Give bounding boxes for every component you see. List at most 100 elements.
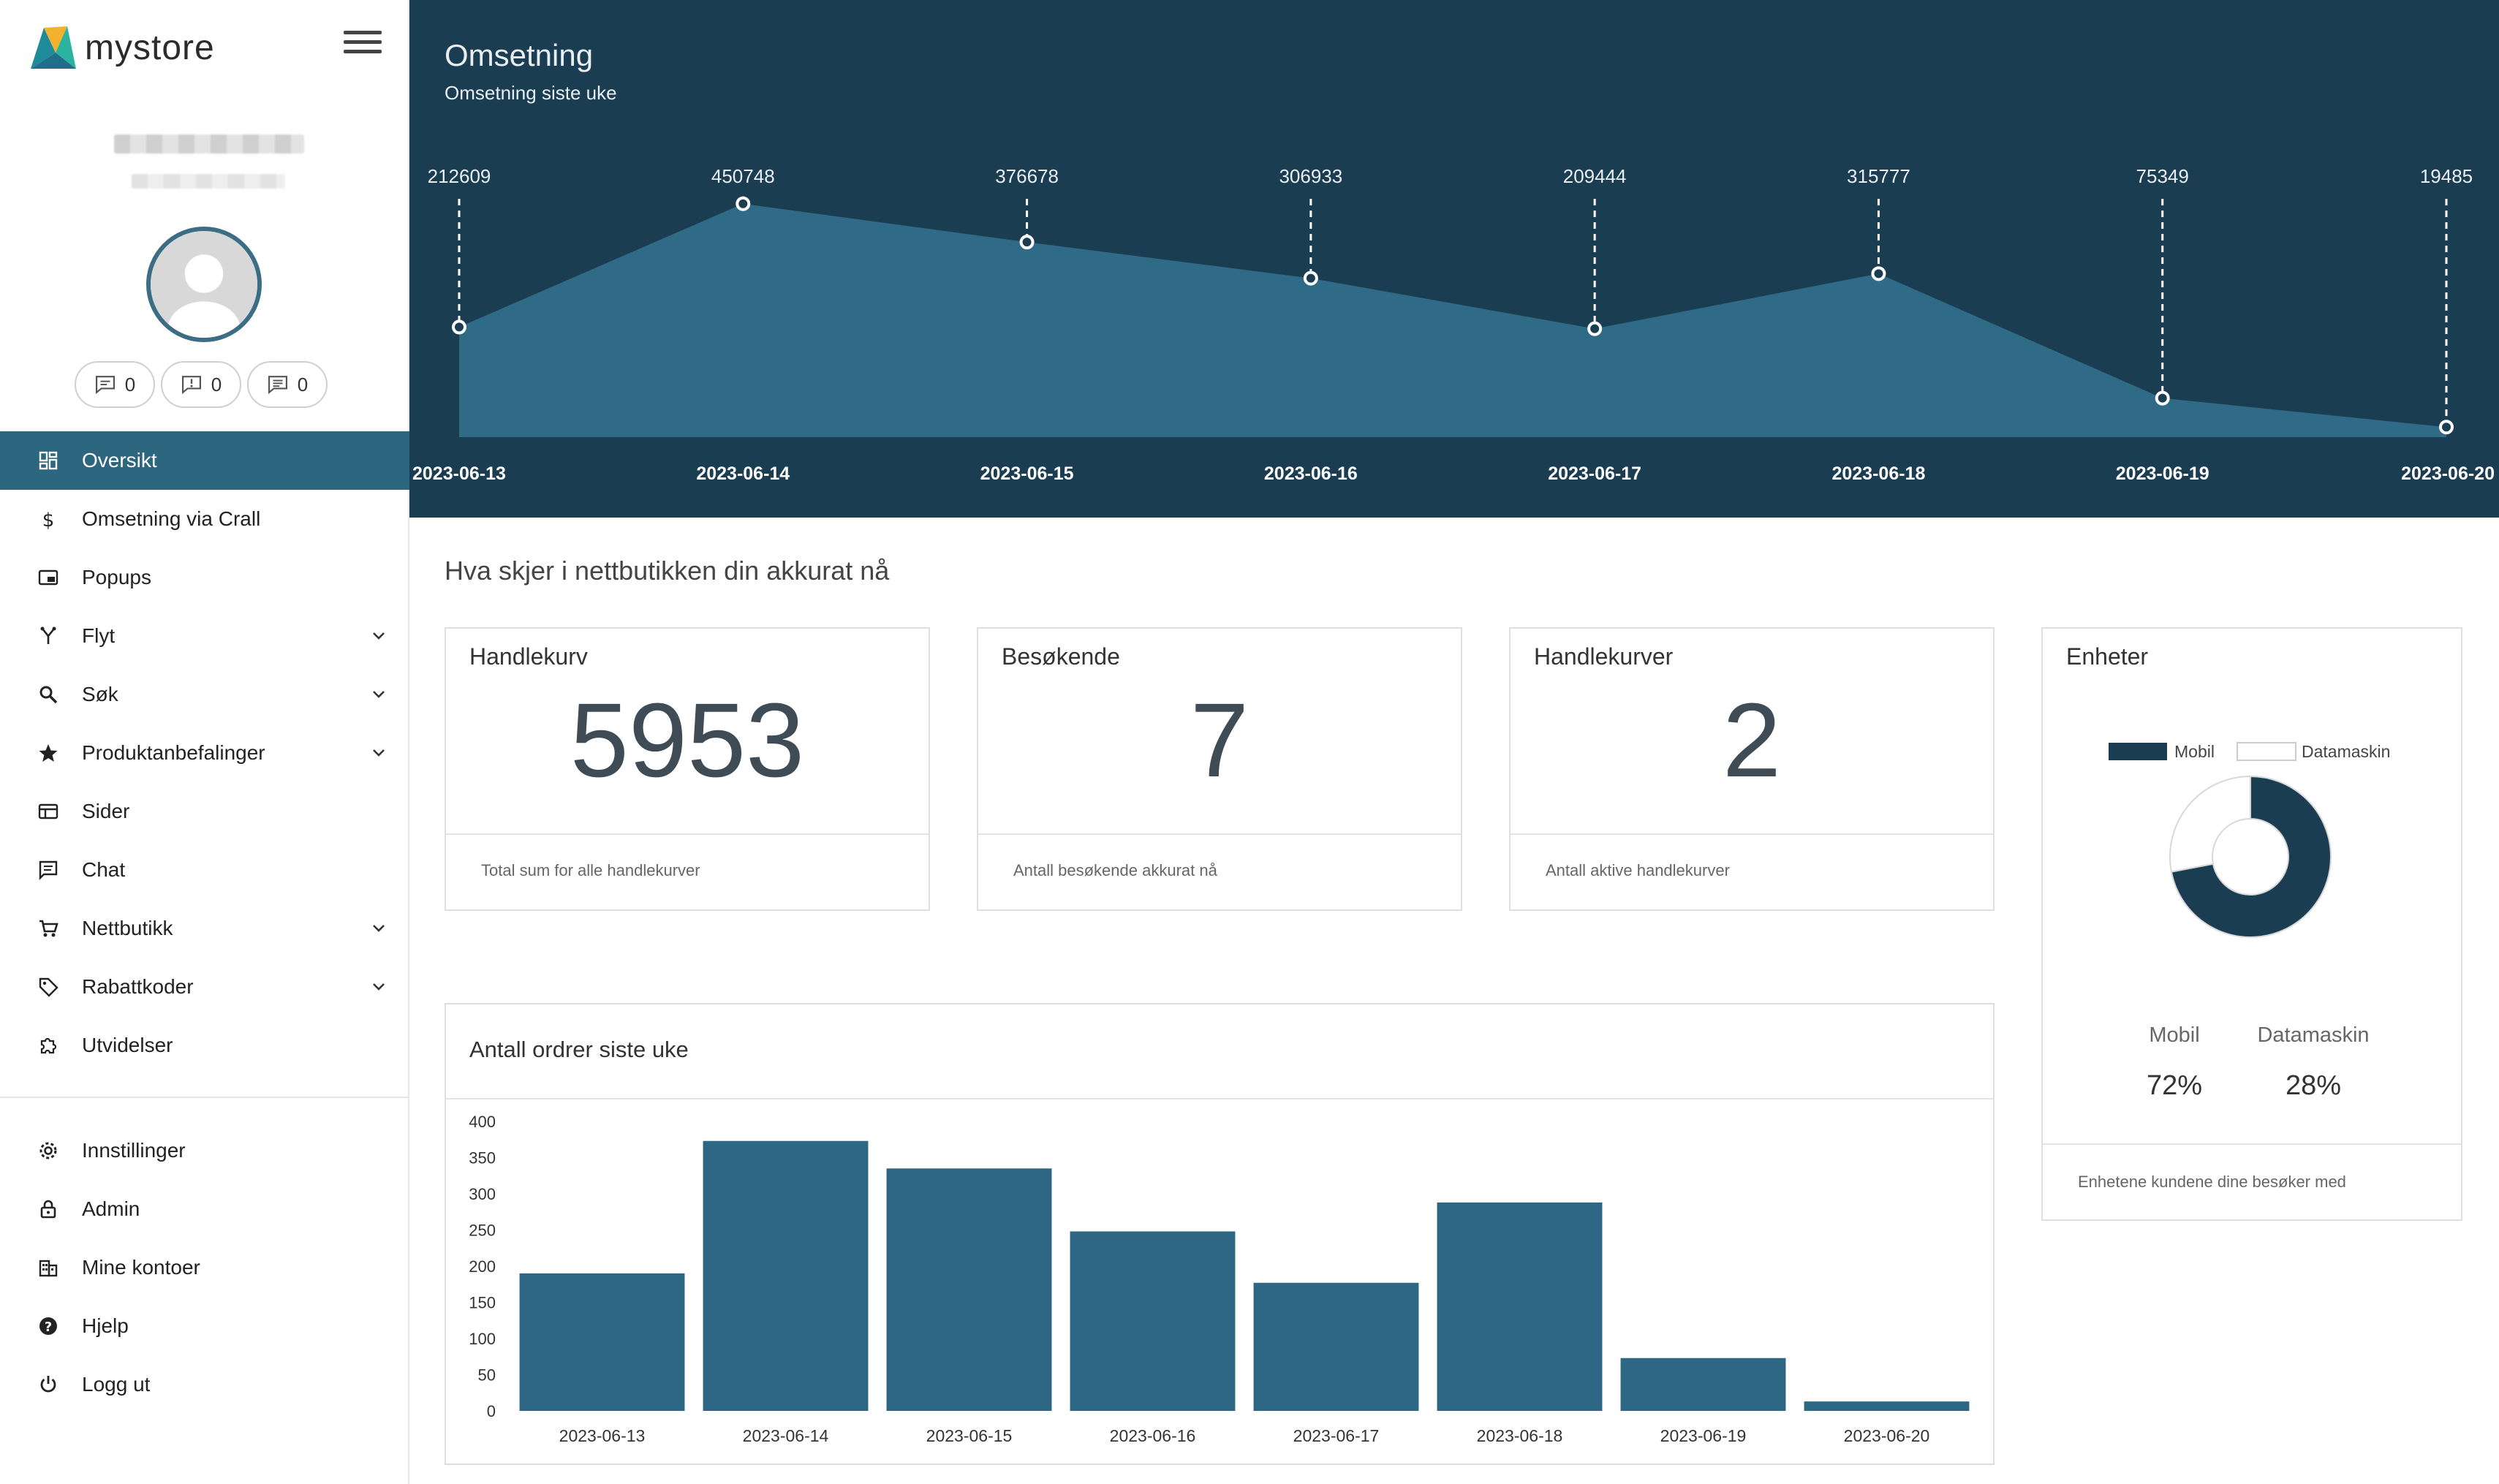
orders-bar — [1620, 1358, 1786, 1411]
sidebar-item-chat[interactable]: Chat — [0, 841, 409, 899]
chevron-down-icon[interactable] — [370, 627, 387, 645]
kpi-title: Besøkende — [1002, 643, 1120, 670]
desktop-percent: 28% — [2285, 1070, 2342, 1101]
revenue-data-label: 376678 — [995, 165, 1059, 187]
puzzle-icon — [34, 1035, 63, 1056]
chevron-down-icon[interactable] — [370, 920, 387, 937]
revenue-point — [1871, 266, 1886, 281]
revenue-x-tick-label: 2023-06-13 — [412, 463, 506, 484]
orders-y-tick-label: 350 — [469, 1149, 496, 1167]
star-icon — [34, 743, 63, 763]
chevron-down-icon[interactable] — [370, 686, 387, 703]
revenue-point — [1303, 270, 1318, 286]
orders-bar — [519, 1273, 685, 1411]
revenue-x-tick-label: 2023-06-17 — [1548, 463, 1641, 484]
sidebar-item-label: Sider — [82, 800, 130, 822]
flow-icon — [34, 626, 63, 646]
orders-x-tick-label: 2023-06-20 — [1844, 1426, 1930, 1445]
revenue-data-label: 209444 — [1563, 165, 1627, 187]
logo[interactable]: mystore — [28, 22, 215, 73]
avatar[interactable] — [146, 227, 262, 342]
chevron-down-icon[interactable] — [370, 744, 387, 762]
popup-icon — [34, 567, 63, 588]
sidebar-item-sider[interactable]: Sider — [0, 782, 409, 841]
sidebar-item-mine-kontoer[interactable]: Mine kontoer — [0, 1238, 409, 1297]
logo-icon — [31, 26, 76, 69]
revenue-data-label: 306933 — [1279, 165, 1342, 187]
revenue-title: Omsetning — [445, 38, 594, 72]
revenue-panel: Omsetning Omsetning siste uke 212609 2023… — [409, 0, 2499, 518]
sidebar-item-label: Chat — [82, 858, 126, 881]
kpi-footer: Antall besøkende akkurat nå — [1013, 861, 1217, 879]
sidebar-item-omsetning-via-crall[interactable]: $ Omsetning via Crall — [0, 490, 409, 548]
revenue-data-label: 450748 — [711, 165, 775, 187]
legend-label-mobile: Mobil — [2174, 742, 2215, 761]
devices-card: Enheter Mobil Datamaskin Mobil Datamaskin… — [2041, 627, 2462, 1221]
sidebar-item-label: Nettbutikk — [82, 917, 173, 939]
search-icon — [34, 684, 63, 705]
sidebar-item-rabattkoder[interactable]: Rabattkoder — [0, 958, 409, 1016]
donut-slice-mobile — [2170, 775, 2332, 938]
help-icon: ? — [34, 1316, 63, 1336]
sidebar-item-label: Flyt — [82, 624, 116, 647]
counter-badge[interactable]: 0 — [75, 361, 155, 408]
svg-text:$: $ — [42, 510, 55, 529]
orders-bar — [1070, 1231, 1236, 1411]
revenue-point — [2155, 390, 2170, 406]
message-outline-icon — [95, 376, 115, 394]
orders-y-tick-label: 250 — [469, 1222, 496, 1240]
sidebar-item-flyt[interactable]: Flyt — [0, 607, 409, 665]
revenue-point — [1019, 235, 1035, 250]
section-title: Hva skjer i nettbutikken din akkurat nå — [445, 556, 890, 586]
counter-badge[interactable]: 0 — [247, 361, 328, 408]
sidebar-item-label: Innstillinger — [82, 1139, 186, 1162]
orders-card: Antall ordrer siste uke 0 50 100 150 200 250 3… — [445, 1003, 1995, 1465]
chat-icon — [268, 376, 287, 394]
pages-icon — [34, 801, 63, 822]
sidebar-item-label: Oversikt — [82, 449, 157, 472]
menu-toggle-icon[interactable] — [344, 31, 382, 60]
sidebar-item-hjelp[interactable]: ? Hjelp — [0, 1297, 409, 1355]
sidebar-item-admin[interactable]: Admin — [0, 1180, 409, 1238]
revenue-x-tick-label: 2023-06-14 — [696, 463, 790, 484]
chevron-down-icon[interactable] — [370, 978, 387, 996]
kpi-value: 2 — [1722, 681, 1782, 799]
counters: 0 0 0 — [75, 361, 328, 408]
sidebar-item-produktanbefalinger[interactable]: Produktanbefalinger — [0, 724, 409, 782]
revenue-point — [452, 319, 466, 335]
devices-divider — [2043, 1143, 2461, 1145]
sidebar-item-nettbutikk[interactable]: Nettbutikk — [0, 899, 409, 958]
orders-y-tick-label: 400 — [469, 1113, 496, 1131]
counter-value: 0 — [211, 373, 222, 395]
orders-y-tick-label: 300 — [469, 1185, 496, 1203]
sidebar-item-utvidelser[interactable]: Utvidelser — [0, 1016, 409, 1075]
counter-value: 0 — [124, 373, 136, 395]
sidebar-item-label: Produktanbefalinger — [82, 741, 265, 764]
counter-badge[interactable]: 0 — [161, 361, 241, 408]
sidebar-item-innstillinger[interactable]: Innstillinger — [0, 1121, 409, 1180]
sidebar-item-label: Popups — [82, 566, 151, 588]
orders-y-tick-label: 150 — [469, 1294, 496, 1312]
mobile-label: Mobil — [2149, 1023, 2200, 1047]
sidebar-item-label: Omsetning via Crall — [82, 507, 261, 530]
counter-value: 0 — [297, 373, 309, 395]
orders-bar — [1804, 1401, 1970, 1411]
sidebar-item-logg-ut[interactable]: Logg ut — [0, 1355, 409, 1414]
sidebar-item-søk[interactable]: Søk — [0, 665, 409, 724]
orders-y-tick-label: 50 — [478, 1366, 496, 1385]
user-avatar-icon — [151, 231, 257, 338]
revenue-data-label: 19485 — [2420, 165, 2473, 187]
sidebar: mystore 0 0 0 Oversikt $ Omsetning via Crall… — [0, 0, 409, 1484]
sidebar-item-oversikt[interactable]: Oversikt — [0, 431, 409, 490]
nav-divider — [0, 1097, 409, 1098]
tag-icon — [34, 977, 63, 997]
user-email-redacted — [132, 174, 285, 189]
kpi-footer: Antall aktive handlekurver — [1546, 861, 1730, 879]
mobile-percent: 72% — [2146, 1070, 2203, 1101]
sidebar-item-popups[interactable]: Popups — [0, 548, 409, 607]
revenue-area — [459, 203, 2446, 437]
lock-icon — [34, 1199, 63, 1219]
orders-bar — [703, 1140, 869, 1411]
orders-y-tick-label: 0 — [487, 1402, 496, 1420]
kpi-visitors: Besøkende 7 Antall besøkende akkurat nå — [977, 627, 1462, 911]
